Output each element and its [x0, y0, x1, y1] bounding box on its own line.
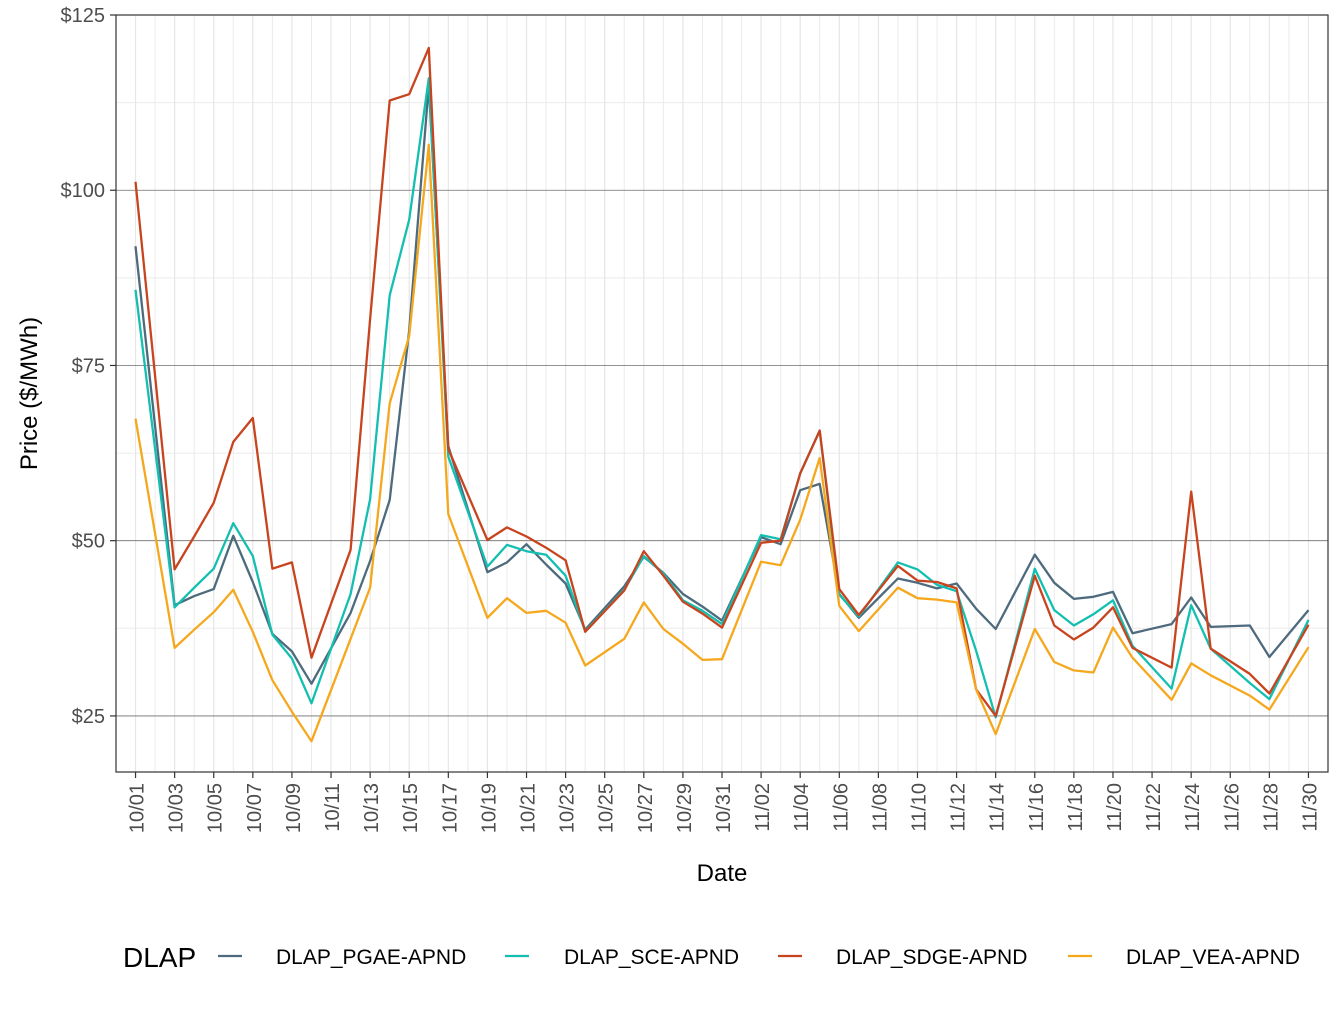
axes: $25 $50 $75 $100 $125 10/01 10/03 10/05 10/07 10/…	[16, 5, 1329, 887]
y-tick-label: $100	[61, 180, 106, 202]
x-tick-label: 10/25	[596, 783, 618, 833]
series-line-dlap_pgae-apnd	[134, 83, 1310, 685]
x-tick-label: 11/20	[1104, 783, 1126, 832]
x-tick-label: 11/30	[1299, 783, 1321, 832]
x-tick-label: 10/05	[205, 783, 227, 833]
x-axis-title: Date	[697, 860, 748, 887]
x-tick-label: 10/11	[322, 783, 344, 832]
x-tick-label: 11/04	[791, 783, 813, 832]
x-tick-label: 11/08	[869, 783, 891, 832]
legend-label-dlap_pgae-apnd: DLAP_PGAE-APND	[276, 946, 466, 969]
x-tick-label: 10/13	[361, 783, 383, 833]
x-tick-label: 10/03	[166, 783, 188, 833]
x-tick-label: 10/09	[283, 783, 305, 833]
x-tick-label: 10/01	[127, 783, 149, 833]
series-line-dlap_vea-apnd	[134, 143, 1310, 743]
x-tick-label: 11/16	[1026, 783, 1048, 832]
legend: DLAP DLAP_PGAE-APND DLAP_SCE-APND DLAP_SDGE…	[123, 942, 1300, 973]
legend-label-dlap_vea-apnd: DLAP_VEA-APND	[1126, 946, 1300, 969]
series-line-dlap_sce-apnd	[134, 76, 1310, 719]
x-tick-label: 10/21	[518, 783, 540, 833]
x-tick-label: 11/22	[1143, 783, 1165, 832]
x-tick-label: 11/12	[948, 783, 970, 832]
x-tick-label: 11/24	[1182, 783, 1204, 832]
x-tick-label: 10/17	[439, 783, 461, 833]
x-tick-label: 11/28	[1260, 783, 1282, 832]
x-tick-label: 11/14	[987, 783, 1009, 832]
x-tick-label: 10/29	[674, 783, 696, 833]
series-line-dlap_sdge-apnd	[134, 46, 1310, 718]
x-tick-label: 10/15	[400, 783, 422, 833]
x-tick-label: 10/19	[478, 783, 500, 833]
x-tick-label: 11/18	[1065, 783, 1087, 832]
x-tick-label: 11/10	[908, 783, 930, 832]
x-tick-label: 11/26	[1221, 783, 1243, 832]
series-lines	[134, 46, 1310, 743]
y-tick-label: $50	[72, 531, 105, 553]
x-tick-label: 10/07	[244, 783, 266, 833]
x-tick-label: 10/31	[713, 783, 735, 833]
y-tick-label: $75	[72, 355, 105, 377]
x-tick-label: 10/27	[635, 783, 657, 833]
legend-title: DLAP	[123, 942, 196, 973]
y-axis-title: Price ($/MWh)	[16, 317, 43, 470]
y-tick-label: $125	[61, 5, 106, 27]
x-tick-label: 11/02	[752, 783, 774, 832]
x-tick-label: 10/23	[557, 783, 579, 833]
x-tick-label: 11/06	[830, 783, 852, 832]
legend-label-dlap_sce-apnd: DLAP_SCE-APND	[564, 946, 739, 969]
y-tick-label: $25	[72, 706, 105, 728]
legend-label-dlap_sdge-apnd: DLAP_SDGE-APND	[836, 946, 1027, 969]
